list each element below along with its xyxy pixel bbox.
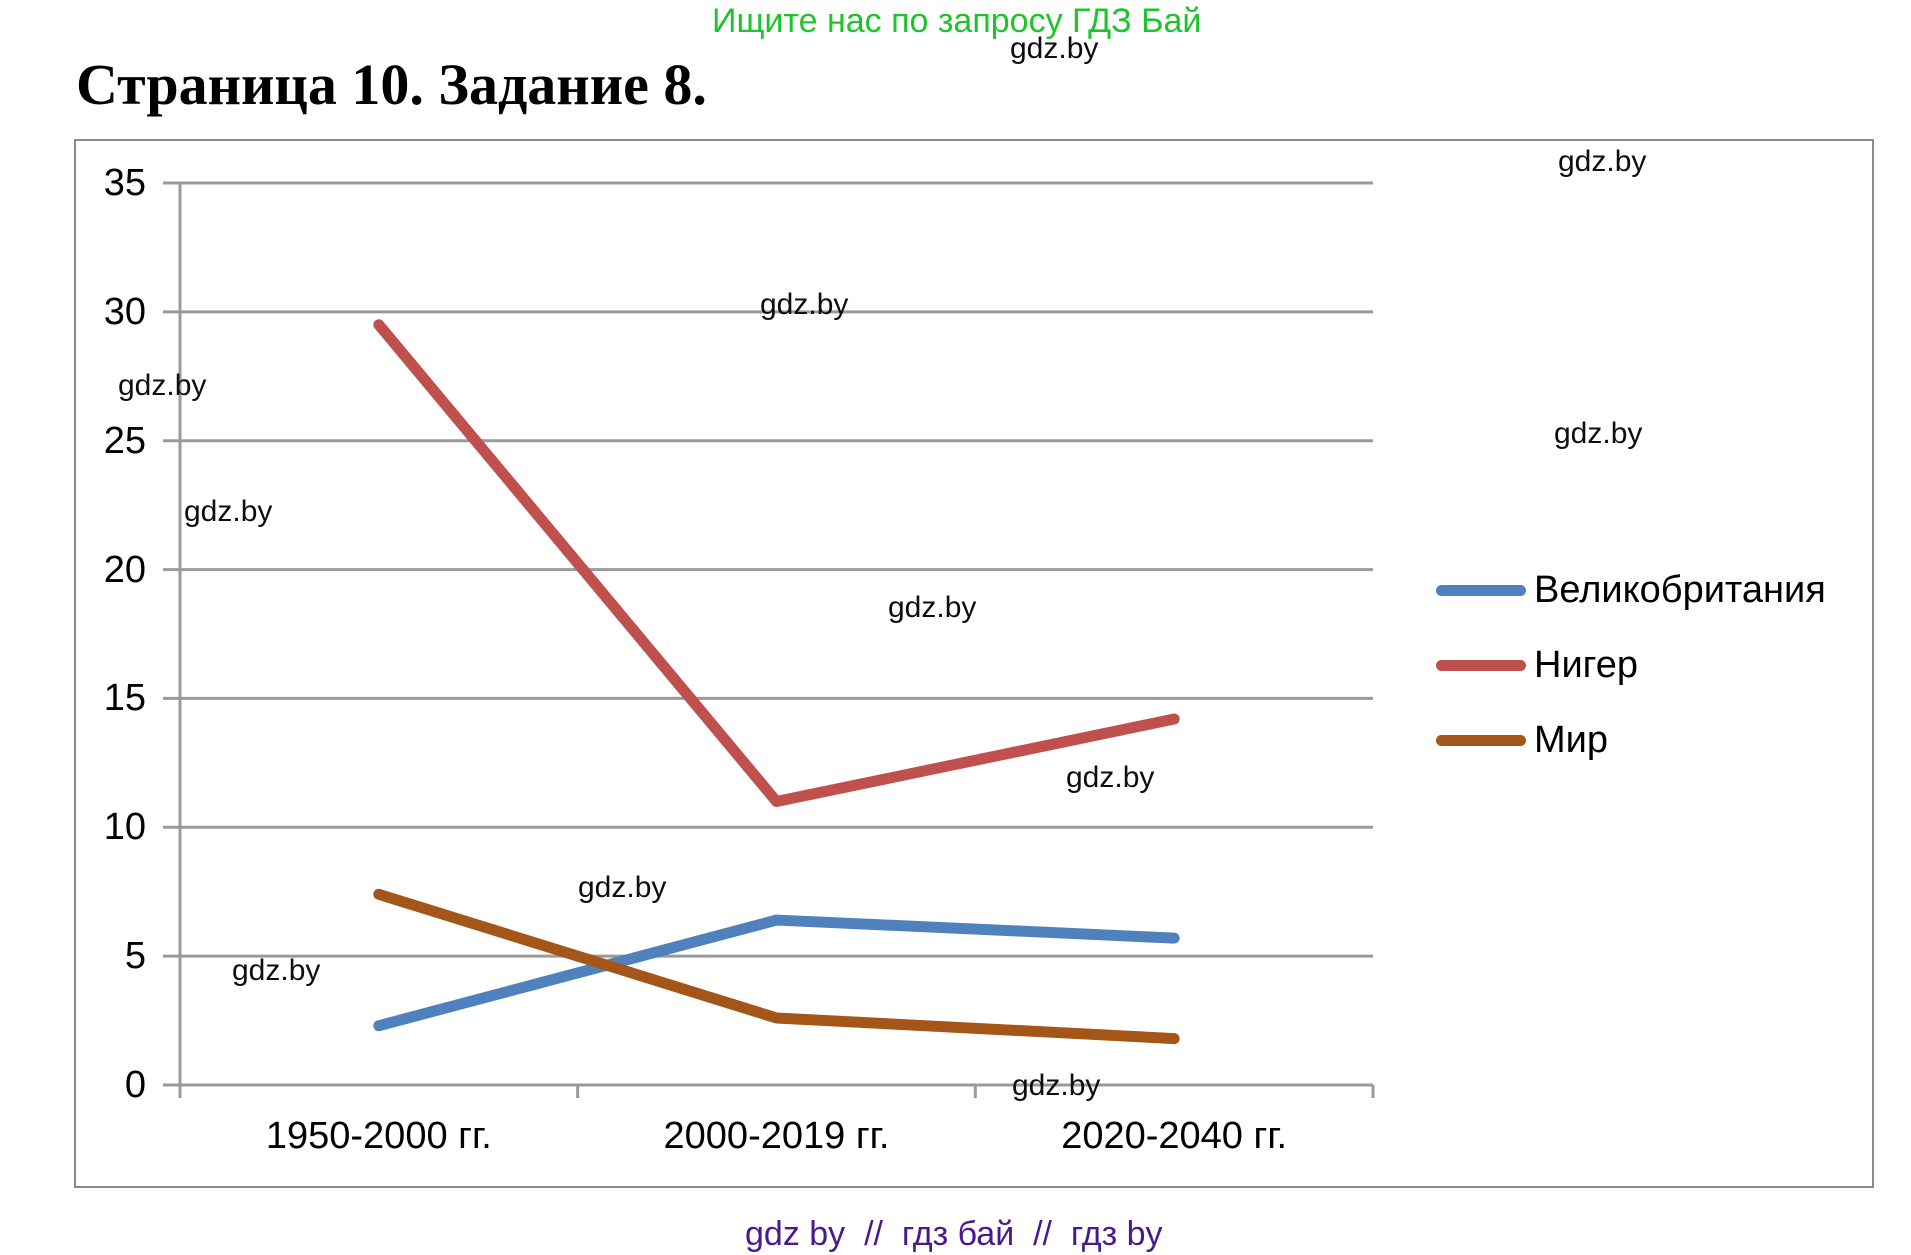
y-axis-label: 35 bbox=[103, 162, 146, 204]
y-axis-label: 10 bbox=[103, 806, 146, 849]
x-axis-label: 2000-2019 гг. bbox=[663, 1115, 890, 1157]
chart-legend: Великобритания Нигер Мир bbox=[1436, 568, 1826, 762]
watermark-gdzby: gdz.by bbox=[760, 288, 849, 321]
y-axis-label: 15 bbox=[103, 677, 146, 720]
legend-swatch-icon bbox=[1436, 584, 1526, 596]
legend-item-0: Великобритания bbox=[1436, 568, 1826, 612]
y-axis-label: 30 bbox=[103, 290, 146, 333]
series-line-0 bbox=[373, 914, 1180, 1032]
series-line-2 bbox=[373, 888, 1180, 1045]
promo-banner-text: Ищите нас по запросу ГДЗ Бай bbox=[712, 2, 1202, 40]
legend-swatch-icon bbox=[1436, 734, 1526, 746]
watermark-gdzby: gdz.by bbox=[118, 369, 207, 402]
legend-label: Мир bbox=[1534, 719, 1609, 761]
series-line-1 bbox=[373, 319, 1180, 808]
watermark-gdzby: gdz.by bbox=[184, 495, 273, 528]
watermark-gdzby: gdz.by bbox=[1558, 145, 1647, 178]
watermark-gdzby: gdz.by bbox=[578, 871, 667, 904]
page-title: Страница 10. Задание 8. bbox=[76, 52, 707, 117]
y-axis-label: 20 bbox=[103, 548, 146, 591]
x-axis-label: 2020-2040 гг. bbox=[1061, 1115, 1288, 1157]
y-axis-label: 0 bbox=[124, 1064, 146, 1106]
legend-label: Нигер bbox=[1534, 644, 1638, 686]
legend-label: Великобритания bbox=[1534, 569, 1826, 611]
watermark-gdzby: gdz.by bbox=[232, 954, 321, 987]
watermark-gdzby: gdz.by bbox=[888, 591, 977, 624]
y-axis-label: 25 bbox=[103, 419, 146, 462]
legend-item-1: Нигер bbox=[1436, 643, 1826, 687]
legend-swatch-icon bbox=[1436, 659, 1526, 671]
watermark-gdzby: gdz.by bbox=[1554, 417, 1643, 450]
watermark-gdzby: gdz.by bbox=[1012, 1069, 1101, 1102]
x-axis-label: 1950-2000 гг. bbox=[265, 1115, 492, 1157]
footer-watermark: gdz by // гдз бай // гдз by bbox=[745, 1215, 1163, 1253]
watermark-gdzby: gdz.by bbox=[1010, 32, 1099, 65]
y-axis-label: 5 bbox=[124, 935, 146, 978]
chart-frame bbox=[74, 139, 1874, 1188]
legend-item-2: Мир bbox=[1436, 718, 1826, 762]
watermark-gdzby: gdz.by bbox=[1066, 761, 1155, 794]
